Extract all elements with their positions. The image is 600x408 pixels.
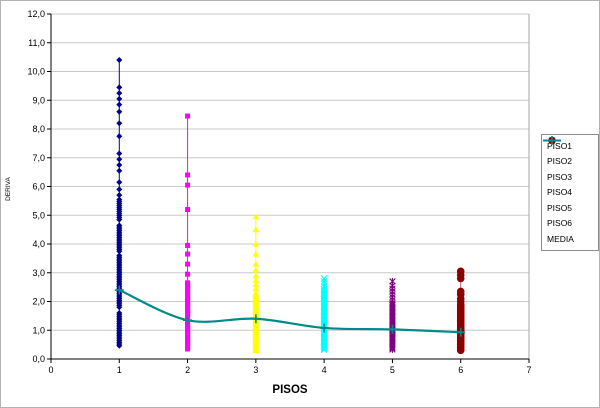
legend-label: PISO5: [547, 202, 573, 213]
marker-x: [320, 344, 328, 352]
marker-triangle: [252, 266, 260, 273]
marker-diamond: [116, 304, 123, 311]
marker-triangle: [252, 240, 260, 247]
marker-triangle: [252, 281, 260, 287]
x-tick-label: 3: [253, 365, 258, 375]
x-tick-label: 2: [185, 365, 190, 375]
x-axis-title: PISOS: [272, 384, 307, 396]
legend-label: PISO4: [547, 187, 573, 198]
marker-diamond: [116, 161, 123, 168]
legend-label: PISO6: [547, 218, 573, 229]
legend-item-piso3[interactable]: PISO3: [543, 137, 598, 185]
marker-triangle: [252, 285, 260, 292]
marker-square: [185, 172, 191, 178]
plot-generated: 0,01,02,03,04,05,06,07,08,09,010,011,012…: [27, 9, 531, 375]
marker-diamond: [116, 57, 123, 63]
marker-diamond: [116, 101, 123, 108]
marker-diamond: [116, 90, 123, 97]
y-tick-label: 0,0: [32, 354, 45, 364]
y-tick-label: 10,0: [27, 67, 45, 77]
x-tick-label: 4: [322, 365, 327, 375]
marker-triangle: [252, 213, 260, 220]
marker-square: [185, 207, 191, 212]
marker-x: [320, 283, 328, 290]
marker-asterisk: [389, 346, 396, 353]
marker-x: [320, 343, 328, 351]
series-piso6[interactable]: [456, 267, 465, 355]
marker-diamond: [116, 150, 123, 157]
x-tick-label: 0: [48, 365, 53, 375]
x-tick-label: 6: [458, 365, 463, 375]
legend-label: PISO3: [547, 171, 573, 182]
legend-item-piso2[interactable]: PISO2: [543, 138, 598, 170]
legend-label: MEDIA: [547, 233, 574, 244]
marker-x: [320, 275, 328, 282]
marker-diamond: [116, 216, 123, 223]
marker-triangle: [252, 260, 260, 267]
marker-triangle: [252, 250, 260, 257]
marker-triangle: [252, 276, 260, 283]
legend-item-piso6[interactable]: PISO6: [543, 136, 598, 232]
marker-square: [185, 251, 191, 257]
media-line: [118, 288, 461, 334]
marker-circle: [456, 274, 465, 283]
series-piso5[interactable]: [389, 277, 396, 353]
marker-triangle: [252, 226, 260, 233]
y-tick-label: 6,0: [32, 182, 45, 192]
marker-diamond: [116, 179, 123, 186]
marker-diamond: [116, 167, 123, 174]
marker-square: [185, 113, 191, 119]
marker-square: [185, 346, 191, 352]
y-tick-label: 12,0: [27, 9, 45, 19]
marker-diamond: [116, 248, 123, 255]
legend: PISO1 PISO2 PISO3 PISO4 PISO5 PISO6 MEDIA: [541, 134, 599, 251]
legend-label: PISO2: [547, 156, 573, 167]
legend-label: PISO1: [547, 140, 573, 151]
marker-diamond: [116, 120, 123, 127]
marker-square: [185, 242, 191, 248]
marker-square: [185, 261, 191, 267]
x-tick-label: 7: [526, 365, 531, 375]
marker-triangle: [252, 272, 260, 279]
marker-x: [320, 346, 328, 354]
series-piso4[interactable]: [320, 275, 328, 354]
y-tick-label: 11,0: [28, 38, 45, 48]
x-tick-label: 1: [117, 365, 122, 375]
x-tick-label: 5: [390, 365, 395, 375]
marker-diamond: [116, 95, 123, 102]
marker-square: [185, 271, 191, 277]
marker-circle: [456, 346, 465, 355]
marker-diamond: [116, 186, 123, 193]
y-tick-label: 2,0: [32, 297, 45, 307]
marker-diamond: [116, 156, 123, 163]
y-tick-label: 3,0: [32, 268, 45, 278]
marker-diamond: [116, 342, 123, 349]
legend-item-piso5[interactable]: PISO5: [543, 137, 598, 216]
marker-x: [320, 280, 328, 288]
marker-square: [185, 182, 191, 188]
series-piso1[interactable]: [116, 57, 123, 349]
marker-diamond: [116, 133, 123, 140]
legend-key-media: [543, 136, 561, 145]
marker-x: [320, 277, 328, 285]
marker-diamond: [116, 108, 123, 115]
marker-diamond: [116, 84, 123, 91]
marker-diamond: [116, 192, 123, 199]
y-tick-label: 4,0: [32, 239, 45, 249]
legend-item-media[interactable]: MEDIA: [543, 136, 598, 247]
y-tick-label: 7,0: [32, 153, 45, 163]
y-tick-label: 5,0: [32, 210, 45, 220]
y-tick-label: 1,0: [32, 325, 45, 335]
y-axis-title: DERIVA: [5, 176, 12, 200]
series-piso3[interactable]: [252, 213, 260, 353]
marker-triangle: [252, 347, 260, 353]
legend-item-piso4[interactable]: PISO4: [543, 137, 598, 201]
y-tick-label: 8,0: [32, 124, 45, 134]
series-media[interactable]: [114, 285, 466, 337]
y-tick-label: 9,0: [32, 95, 45, 105]
